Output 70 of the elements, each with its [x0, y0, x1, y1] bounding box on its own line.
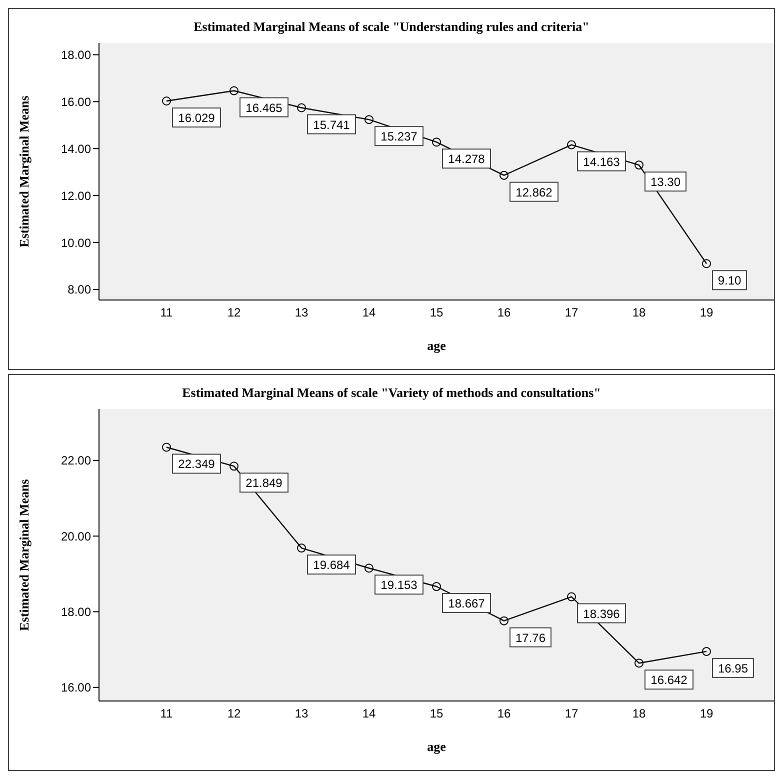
point: [297, 103, 306, 112]
x-tick-label: 11: [160, 706, 174, 721]
point: [162, 96, 171, 106]
point: [567, 592, 576, 602]
x-tick-label: 18: [632, 706, 646, 721]
point: [432, 138, 441, 147]
point: [702, 259, 711, 268]
y-axis-title: Estimated Marginal Means: [16, 479, 32, 631]
data-label: 18.667: [448, 596, 486, 611]
y-tick-label: 22.00: [60, 454, 92, 468]
chart-title: Estimated Marginal Means of scale "Variety of methods and consultations": [181, 384, 602, 401]
x-tick-label: 15: [430, 706, 444, 721]
y-tick-label: 10.00: [60, 236, 92, 250]
x-tick-label: 17: [564, 306, 578, 320]
x-axis-title: age: [427, 338, 446, 353]
point: [567, 140, 576, 150]
y-tick-label: 16.00: [60, 680, 92, 695]
x-tick-label: 13: [294, 306, 308, 320]
x-tick-label: 18: [632, 306, 646, 320]
data-label: 9.10: [718, 274, 742, 288]
x-axis-title: age: [427, 739, 446, 754]
data-label: 14.278: [448, 152, 486, 166]
point: [634, 160, 644, 170]
data-label: 12.862: [516, 185, 553, 200]
data-label: 14.163: [583, 154, 620, 169]
chart-title: Estimated Marginal Means of scale "Understanding rules and criteria": [192, 18, 590, 35]
data-label: 15.237: [380, 130, 418, 144]
data-label: 22.349: [178, 457, 216, 472]
point: [230, 462, 238, 471]
y-tick-label: 14.00: [60, 142, 92, 156]
x-tick-label: 16: [497, 706, 511, 721]
x-tick-label: 19: [700, 706, 714, 721]
data-label: 16.465: [246, 100, 283, 115]
data-label: 19.684: [313, 558, 350, 572]
x-tick-label: 15: [430, 306, 444, 320]
point: [297, 544, 306, 553]
x-tick-label: 14: [362, 306, 376, 320]
point: [500, 616, 508, 626]
x-tick-label: 17: [564, 706, 578, 721]
point: [634, 658, 644, 668]
x-tick-label: 14: [362, 706, 376, 721]
point: [432, 582, 441, 592]
y-tick-label: 12.00: [60, 188, 92, 203]
data-label: 21.849: [246, 476, 283, 490]
x-tick-label: 11: [160, 306, 174, 320]
point: [230, 86, 238, 96]
y-tick-label: 8.00: [68, 282, 92, 297]
y-tick-label: 18.00: [60, 604, 92, 619]
point: [364, 115, 374, 124]
data-label: 16.642: [650, 673, 688, 688]
point: [500, 170, 508, 180]
y-tick-label: 18.00: [60, 48, 92, 62]
point: [702, 646, 711, 656]
x-tick-label: 12: [227, 306, 241, 320]
data-label: 16.029: [178, 110, 216, 125]
x-tick-label: 13: [294, 706, 308, 721]
x-tick-label: 12: [227, 706, 241, 721]
y-tick-label: 20.00: [60, 529, 92, 544]
y-axis-title: Estimated Marginal Means: [16, 96, 32, 248]
data-label: 17.76: [515, 630, 546, 645]
data-label: 18.396: [583, 606, 620, 621]
y-tick-label: 16.00: [60, 94, 92, 109]
data-label: 15.741: [313, 118, 350, 132]
point: [364, 564, 374, 573]
data-label: 19.153: [380, 578, 418, 592]
data-label: 16.95: [718, 661, 748, 676]
point: [162, 442, 171, 452]
x-tick-label: 19: [700, 306, 714, 320]
x-tick-label: 16: [497, 306, 511, 320]
data-label: 13.30: [650, 175, 681, 190]
